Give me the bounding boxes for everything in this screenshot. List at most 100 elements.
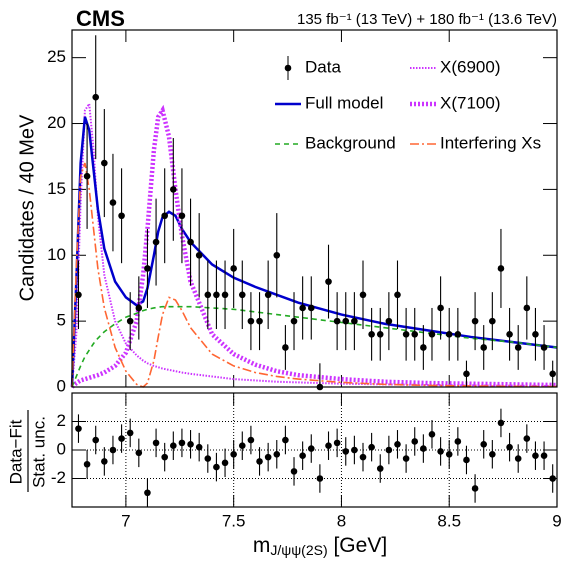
data-point [135,304,143,312]
data-point [92,93,100,101]
data-point [402,331,410,338]
data-point [342,317,350,325]
data-point [394,441,401,448]
data-point [437,448,444,455]
luminosity-label: 135 fb⁻¹ (13 TeV) + 180 fb⁻¹ (13.6 TeV) [297,11,557,28]
data-point [368,331,375,338]
data-point [118,212,125,220]
plot-frame [71,392,558,508]
data-point [471,317,479,325]
data-point [187,238,194,246]
data-point [385,446,393,454]
data-point [489,450,496,458]
x-tick-label: 7.5 [222,511,246,530]
data-point [514,455,522,462]
model-curve [71,100,558,388]
data-point [247,317,255,325]
data-point [437,304,444,312]
data-point [221,459,229,467]
data-point [532,331,539,338]
data-point [273,251,281,259]
data-point [101,159,108,167]
legend-label: Interfering Xs [440,133,541,152]
y-tick-label: 2 [57,411,66,430]
data-point [256,458,263,465]
data-point [420,445,427,452]
y-tick-label: 5 [57,311,66,330]
data-point [549,475,556,482]
data-point [342,448,350,455]
data-point [394,291,401,299]
pull-label-numerator: Data−Fit [6,419,25,484]
data-point [445,331,453,338]
data-point [463,370,470,378]
legend-marker [284,64,292,72]
data-point [307,445,315,452]
data-point [152,238,160,246]
data-point [549,370,556,378]
data-point [144,489,151,497]
data-point [118,435,125,442]
data-point [256,317,263,325]
data-point [247,436,255,444]
data-point [204,455,212,462]
legend-label: X(6900) [440,57,500,76]
x-tick-label: 8.5 [437,511,461,530]
y-tick-label: 10 [47,245,66,264]
data-point [144,265,151,272]
y-tick-label: 25 [47,47,66,66]
data-point [471,485,479,492]
data-point [480,441,488,448]
data-point [359,291,367,299]
data-point [178,212,186,220]
data-point [92,436,100,444]
data-point [290,468,298,475]
data-point [161,453,168,461]
x-tick-label: 9 [552,511,561,530]
pull-label-denominator: Stat. unc. [29,416,48,488]
data-point [126,429,134,437]
data-point [376,465,384,472]
x-tick-label: 8 [337,511,346,530]
legend-label: Data [305,57,341,76]
data-point [126,317,134,325]
data-point [489,317,496,325]
data-point [368,443,375,451]
legend-label: X(7100) [440,93,500,112]
data-point [351,317,358,325]
data-point [195,251,203,259]
y-tick-label: -2 [51,468,66,487]
data-point [532,452,539,460]
data-point [497,265,505,272]
data-point [204,291,212,299]
data-point [411,438,419,445]
data-point [351,446,358,454]
x-label-unit: [GeV] [328,534,388,557]
data-point [187,441,194,448]
legend-label: Background [305,133,396,152]
data-point [230,450,237,458]
data-point [299,452,306,460]
data-point [333,439,341,447]
model-curve [71,305,558,388]
data-point [213,463,220,471]
data-point [333,317,341,325]
data-point [161,212,168,220]
data-point [523,304,531,312]
data-point [299,304,306,312]
data-point [359,453,367,461]
data-point [540,452,548,460]
data-point [506,443,513,451]
data-point [411,331,419,338]
data-point [109,446,117,454]
data-point [135,449,143,457]
data-point [213,291,220,299]
data-point [454,438,462,445]
y-tick-label: 15 [47,179,66,198]
data-point [445,450,453,458]
data-point [178,439,186,447]
data-point [109,199,117,206]
data-point [428,331,436,338]
